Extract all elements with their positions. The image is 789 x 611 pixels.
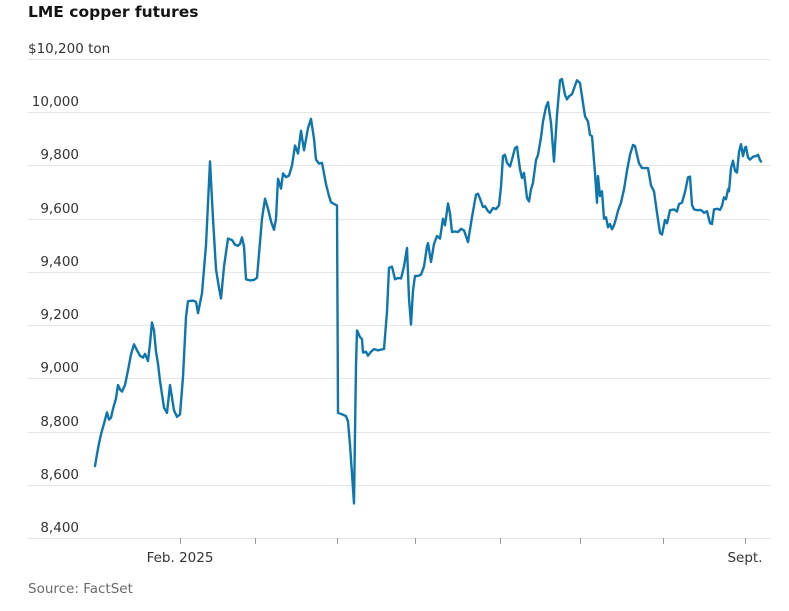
x-axis-tick-label: Sept. [727, 550, 762, 566]
y-axis-tick-label: 8,600 [40, 467, 79, 483]
y-axis-tick-label: 9,200 [40, 307, 79, 323]
price-line-series [93, 77, 763, 505]
y-axis-tick-label: 9,800 [40, 147, 79, 163]
y-axis-tick-label: 8,400 [40, 520, 79, 536]
y-axis-tick-label: 9,600 [40, 201, 79, 217]
y-axis-tick-label: 9,000 [40, 360, 79, 376]
y-axis-tick-label: 10,000 [32, 94, 79, 110]
y-axis-tick-label: 8,800 [40, 414, 79, 430]
chart-source: Source: FactSet [28, 581, 133, 597]
x-axis-tick-label: Feb. 2025 [147, 550, 214, 566]
y-axis-tick-label: 9,400 [40, 254, 79, 270]
chart-title: LME copper futures [28, 3, 199, 21]
y-axis-tick-label: $10,200 ton [28, 41, 110, 57]
line-chart-plot: $10,200 ton 10,000 9,800 9,600 9,400 9,200 9,0… [28, 41, 770, 566]
